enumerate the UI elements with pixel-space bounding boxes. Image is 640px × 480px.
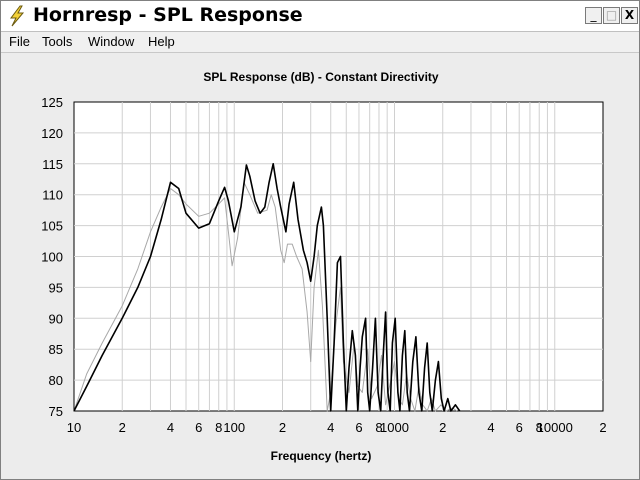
x-tick-label: 2 (439, 420, 446, 435)
x-tick-label: 2 (279, 420, 286, 435)
y-axis-ticks: 75 80 85 90 95 100 105 110 115 120 125 (41, 95, 63, 419)
menu-window[interactable]: Window (88, 34, 135, 49)
x-tick-label: 8 (536, 420, 543, 435)
x-tick-label: 8 (215, 420, 222, 435)
y-tick-label: 75 (49, 404, 63, 419)
chart-title: SPL Response (dB) - Constant Directivity (203, 70, 438, 84)
y-tick-label: 90 (49, 311, 63, 326)
x-tick-label: 10000 (537, 420, 573, 435)
series-line-secondary (73, 181, 458, 412)
x-tick-label: 6 (355, 420, 362, 435)
x-tick-label: 2 (119, 420, 126, 435)
x-tick-label: 4 (167, 420, 174, 435)
y-tick-label: 120 (41, 126, 63, 141)
y-tick-label: 80 (49, 373, 63, 388)
chart-panel: SPL Response (dB) - Constant Directivity… (1, 53, 639, 479)
x-tick-label: 8 (375, 420, 382, 435)
x-axis-label: Frequency (hertz) (271, 449, 372, 463)
y-tick-label: 95 (49, 280, 63, 295)
y-tick-label: 110 (42, 188, 63, 203)
close-button[interactable]: X (621, 7, 638, 24)
y-tick-label: 125 (41, 95, 63, 110)
x-tick-label: 4 (327, 420, 334, 435)
x-tick-label: 1000 (380, 420, 409, 435)
menu-bar: File Tools Window Help (1, 32, 639, 53)
spl-chart: SPL Response (dB) - Constant Directivity… (41, 70, 607, 463)
y-tick-label: 115 (42, 157, 63, 172)
maximize-button[interactable]: □ (603, 7, 620, 24)
series-group (73, 163, 461, 412)
x-tick-label: 2 (599, 420, 606, 435)
y-tick-label: 105 (41, 219, 63, 234)
menu-file[interactable]: File (9, 34, 30, 49)
series-line-primary (73, 163, 461, 412)
lightning-app-icon (10, 5, 25, 27)
x-tick-label: 10 (67, 420, 81, 435)
minimize-button[interactable]: _ (585, 7, 602, 24)
menu-help[interactable]: Help (148, 34, 175, 49)
x-tick-label: 6 (516, 420, 523, 435)
x-tick-label: 4 (487, 420, 494, 435)
window-title: Hornresp - SPL Response (33, 4, 303, 26)
x-tick-label: 6 (195, 420, 202, 435)
y-tick-label: 100 (41, 250, 63, 265)
title-bar[interactable]: Hornresp - SPL Response _ □ X (1, 1, 639, 32)
y-tick-label: 85 (49, 342, 63, 357)
x-tick-label: 100 (223, 420, 245, 435)
menu-tools[interactable]: Tools (42, 34, 73, 49)
